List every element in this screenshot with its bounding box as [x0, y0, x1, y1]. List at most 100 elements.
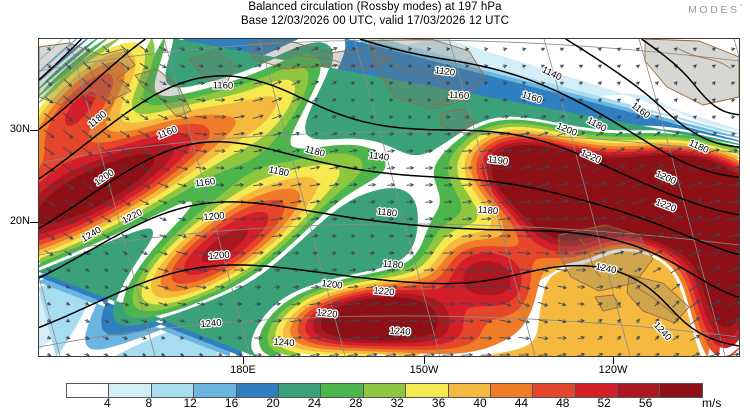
wind-arrow	[726, 300, 739, 307]
wind-arrow	[479, 148, 493, 153]
wind-arrow	[557, 131, 567, 137]
wind-arrow	[406, 251, 415, 255]
wind-arrow	[402, 301, 418, 306]
wind-arrow	[311, 132, 319, 136]
wind-arrow	[370, 98, 375, 103]
wind-arrow	[61, 214, 75, 224]
wind-arrow	[197, 302, 206, 307]
wind-arrow	[443, 182, 453, 187]
wind-arrow	[483, 98, 489, 103]
wind-arrow	[497, 268, 513, 273]
wind-arrow	[481, 131, 492, 136]
wind-arrow	[479, 182, 493, 187]
wind-arrow	[101, 95, 112, 105]
contour-label: 1160	[194, 176, 216, 189]
wind-arrow	[311, 234, 319, 238]
chart-subtitle: Base 12/03/2026 00 UTC, valid 17/03/2026…	[240, 15, 510, 27]
wind-arrow	[198, 352, 204, 356]
wind-arrow	[366, 352, 378, 356]
wind-arrow	[310, 165, 321, 170]
wind-arrow	[555, 164, 570, 171]
wind-arrow	[707, 182, 722, 188]
wind-arrow	[423, 352, 435, 356]
wind-arrow	[421, 301, 437, 306]
wind-arrow	[559, 81, 565, 86]
wind-arrow	[540, 64, 546, 69]
wind-arrow	[688, 181, 703, 188]
wind-arrow	[536, 165, 551, 171]
wind-arrow	[196, 217, 207, 222]
colorbar-tick-40: 40	[473, 396, 487, 410]
wind-arrow	[522, 81, 527, 86]
wind-arrow	[521, 47, 527, 52]
wind-arrow	[103, 251, 110, 255]
wind-arrow	[312, 268, 319, 272]
wind-arrow	[252, 114, 264, 119]
wind-arrow	[559, 47, 565, 52]
wind-arrow	[518, 301, 531, 307]
contour-label: 1240	[200, 318, 222, 331]
wind-arrow	[518, 131, 531, 136]
wind-arrow	[574, 147, 588, 155]
wind-arrow	[121, 234, 129, 239]
colorbar-tick-44: 44	[514, 396, 529, 410]
wind-arrow	[673, 81, 678, 86]
wind-arrow	[557, 336, 567, 340]
wind-arrow	[292, 251, 300, 255]
wind-arrow	[272, 335, 283, 340]
wind-arrow	[425, 166, 434, 170]
wind-arrow	[540, 81, 546, 86]
wind-arrow	[669, 215, 684, 222]
wind-arrow	[635, 81, 641, 86]
wind-arrow	[215, 285, 226, 290]
wind-arrow	[368, 132, 376, 136]
contour-label: 1180	[382, 258, 403, 271]
wind-arrow	[178, 217, 187, 222]
wind-arrow	[157, 182, 169, 188]
wind-arrow	[119, 198, 132, 206]
wind-arrow	[215, 166, 226, 170]
wind-arrow	[636, 301, 640, 306]
wind-arrow	[403, 284, 417, 289]
wind-arrow	[351, 81, 356, 86]
wind-arrow	[616, 285, 623, 289]
wind-arrow	[178, 200, 187, 205]
wind-arrow	[140, 319, 149, 324]
wind-arrow	[707, 300, 721, 308]
wind-arrow	[731, 47, 736, 52]
wind-arrow	[670, 147, 683, 155]
page-title: Balanced circulation (Rossby modes) at 1…	[248, 1, 502, 13]
wind-arrow	[120, 62, 130, 70]
wind-arrow	[422, 284, 436, 289]
wind-arrow	[498, 251, 512, 256]
wind-arrow	[311, 97, 319, 102]
wind-arrow	[62, 112, 74, 122]
wind-arrow	[64, 250, 73, 256]
wind-arrow	[441, 335, 456, 340]
wind-arrow	[291, 63, 301, 69]
wind-arrow	[369, 251, 376, 256]
wind-arrow	[443, 149, 453, 153]
colorbar-tick-12: 12	[183, 396, 197, 410]
wind-arrow	[198, 64, 205, 68]
wind-arrow	[121, 319, 130, 324]
wind-arrow	[597, 335, 603, 341]
wind-arrow	[480, 352, 492, 356]
wind-arrow	[385, 352, 397, 356]
wind-arrow	[689, 147, 702, 154]
y-axis-label-30n: 30N	[9, 123, 30, 135]
wind-arrow	[139, 284, 150, 290]
wind-arrow	[597, 47, 603, 52]
wind-arrow	[499, 234, 512, 238]
wind-arrow	[118, 181, 132, 189]
wind-arrow	[158, 200, 168, 205]
wind-arrow	[461, 165, 473, 170]
wind-arrow	[577, 302, 585, 306]
wind-arrow	[140, 80, 149, 86]
colorbar-swatch-16	[236, 384, 279, 397]
wind-arrow	[254, 63, 263, 68]
wind-arrow	[555, 251, 569, 256]
wind-arrow	[121, 302, 130, 307]
wind-arrow	[310, 216, 320, 221]
